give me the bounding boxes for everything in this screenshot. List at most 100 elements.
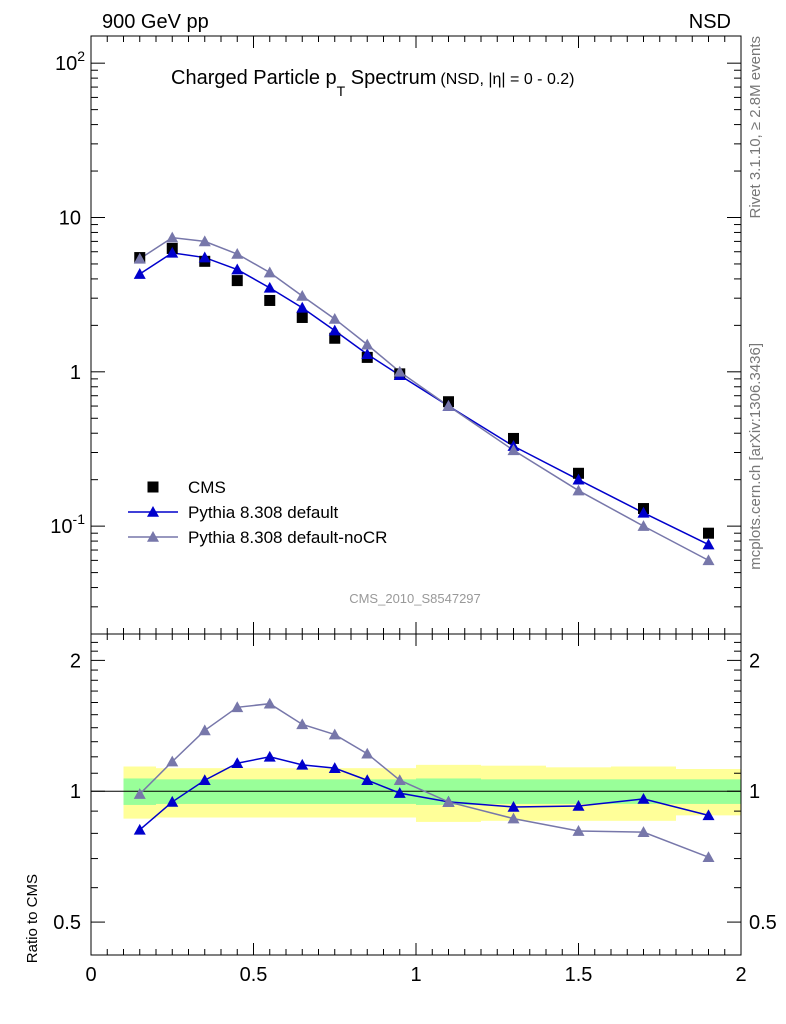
- ratio-data-point-triangle: [166, 795, 179, 807]
- ratio-data-point-triangle: [166, 755, 179, 767]
- data-point-triangle: [296, 289, 309, 301]
- ratio-data-point-triangle: [296, 718, 309, 730]
- plot-title-main-2: Spectrum: [345, 67, 436, 89]
- ratio-series-line: [139, 756, 709, 831]
- plot-title: Charged Particle pT Spectrum (NSD, |η| = …: [171, 67, 575, 99]
- legend-label: Pythia 8.308 default-noCR: [188, 528, 387, 547]
- ratio-data-point-triangle: [198, 724, 211, 736]
- data-point-triangle: [572, 484, 585, 496]
- data-point-triangle: [166, 246, 179, 258]
- data-point-cms: [508, 432, 519, 444]
- y-tick-label-base: 10: [50, 516, 72, 538]
- ratio-data-point-triangle: [328, 728, 341, 740]
- data-point-cms: [573, 467, 584, 479]
- x-tick-label: 1.5: [565, 964, 593, 986]
- ratio-data-point-triangle: [198, 774, 211, 786]
- ratio-series-line: [139, 702, 709, 858]
- legend-marker-triangle: [147, 531, 159, 542]
- ratio-data-point-triangle: [507, 812, 520, 824]
- y-tick-label: 10-1: [50, 511, 85, 538]
- data-point-cms: [231, 275, 243, 287]
- y-tick-label: 0.5: [53, 912, 81, 934]
- ratio-data-point-triangle: [263, 697, 276, 709]
- data-point-triangle: [198, 235, 211, 247]
- data-point-triangle: [263, 266, 276, 278]
- data-point-triangle: [231, 263, 244, 275]
- y-tick-label: 1: [70, 781, 81, 803]
- y-tick-label: 2: [70, 650, 81, 672]
- data-point-triangle: [133, 268, 146, 279]
- data-point-cms: [329, 332, 341, 344]
- ratio-data-point-triangle: [231, 757, 244, 769]
- ratio-data-point-triangle: [361, 774, 374, 786]
- header-left-label: 900 GeV pp: [102, 11, 209, 33]
- legend-marker-triangle: [147, 506, 159, 517]
- ratio-data-point-triangle: [263, 750, 276, 762]
- legend-marker-square: [147, 481, 159, 493]
- ratio-data-point-triangle: [572, 799, 585, 811]
- ratio-y-axis-label: Ratio to CMS: [24, 874, 41, 963]
- ratio-data-point-triangle: [507, 800, 520, 812]
- legend-label: Pythia 8.308 default: [188, 503, 339, 522]
- ratio-data-point-triangle: [231, 701, 244, 713]
- data-point-triangle: [166, 231, 179, 243]
- y-tick-label-base: 10: [55, 53, 77, 75]
- y-tick-label-right: 2: [749, 650, 760, 672]
- x-tick-label: 1: [410, 964, 421, 986]
- legend-label: CMS: [188, 478, 226, 497]
- ratio-data-point-triangle: [133, 788, 146, 799]
- ratio-plot-panel: 0 0.5 1 1.5 2 0.5 0.5 1 1 2 2: [53, 633, 777, 986]
- ratio-data-point-triangle: [393, 774, 406, 786]
- ratio-data-point-triangle: [702, 809, 715, 821]
- data-point-triangle: [393, 365, 406, 377]
- data-point-triangle: [702, 554, 715, 566]
- ratio-data-point-triangle: [572, 825, 585, 836]
- data-point-triangle: [133, 252, 146, 264]
- ratio-data-point-triangle: [361, 747, 374, 759]
- mcplots-label: mcplots.cern.ch [arXiv:1306.3436]: [747, 343, 764, 570]
- plot-title-subscript: T: [337, 83, 346, 99]
- ratio-data-point-triangle: [702, 851, 715, 863]
- series-line: [139, 252, 709, 546]
- series-line: [139, 236, 709, 562]
- ratio-data-point-triangle: [637, 792, 650, 804]
- data-point-triangle: [507, 444, 520, 456]
- y-tick-label-right: 0.5: [749, 912, 777, 934]
- x-tick-label: 0.5: [240, 964, 268, 986]
- plot-title-main: Charged Particle p: [171, 67, 337, 89]
- data-point-triangle: [637, 506, 650, 518]
- y-tick-label: 102: [55, 48, 85, 75]
- ratio-data-point-triangle: [328, 762, 341, 773]
- data-point-triangle: [328, 312, 341, 324]
- plot-title-cut: (NSD, |η| = 0 - 0.2): [440, 71, 574, 88]
- y-tick-label: 1: [70, 362, 81, 384]
- x-tick-label: 0: [85, 964, 96, 986]
- y-tick-label-exponent: 2: [77, 48, 85, 64]
- y-tick-label-right: 1: [749, 781, 760, 803]
- data-point-triangle: [361, 338, 374, 350]
- data-point-triangle: [328, 324, 341, 336]
- x-tick-label: 2: [735, 964, 746, 986]
- data-point-triangle: [296, 301, 309, 313]
- ratio-data-point-triangle: [393, 787, 406, 798]
- data-point-triangle: [198, 251, 211, 263]
- y-tick-label-exponent: -1: [73, 511, 86, 527]
- data-point-triangle: [572, 473, 585, 485]
- data-point-triangle: [263, 281, 276, 293]
- header-right-label: NSD: [689, 11, 731, 33]
- rivet-version-label: Rivet 3.1.10, ≥ 2.8M events: [747, 36, 764, 219]
- data-point-cms: [264, 294, 276, 306]
- data-point-triangle: [702, 538, 715, 550]
- data-point-triangle: [231, 248, 244, 259]
- data-point-triangle: [442, 400, 455, 411]
- data-point-cms: [296, 311, 308, 323]
- ratio-data-point-triangle: [637, 826, 650, 837]
- analysis-id-label: CMS_2010_S8547297: [349, 591, 481, 606]
- ratio-data-point-triangle: [296, 758, 309, 770]
- ratio-data-point-triangle: [133, 823, 146, 835]
- ratio-data-point-triangle: [442, 795, 455, 807]
- data-point-cms: [703, 527, 714, 539]
- data-point-triangle: [361, 348, 374, 360]
